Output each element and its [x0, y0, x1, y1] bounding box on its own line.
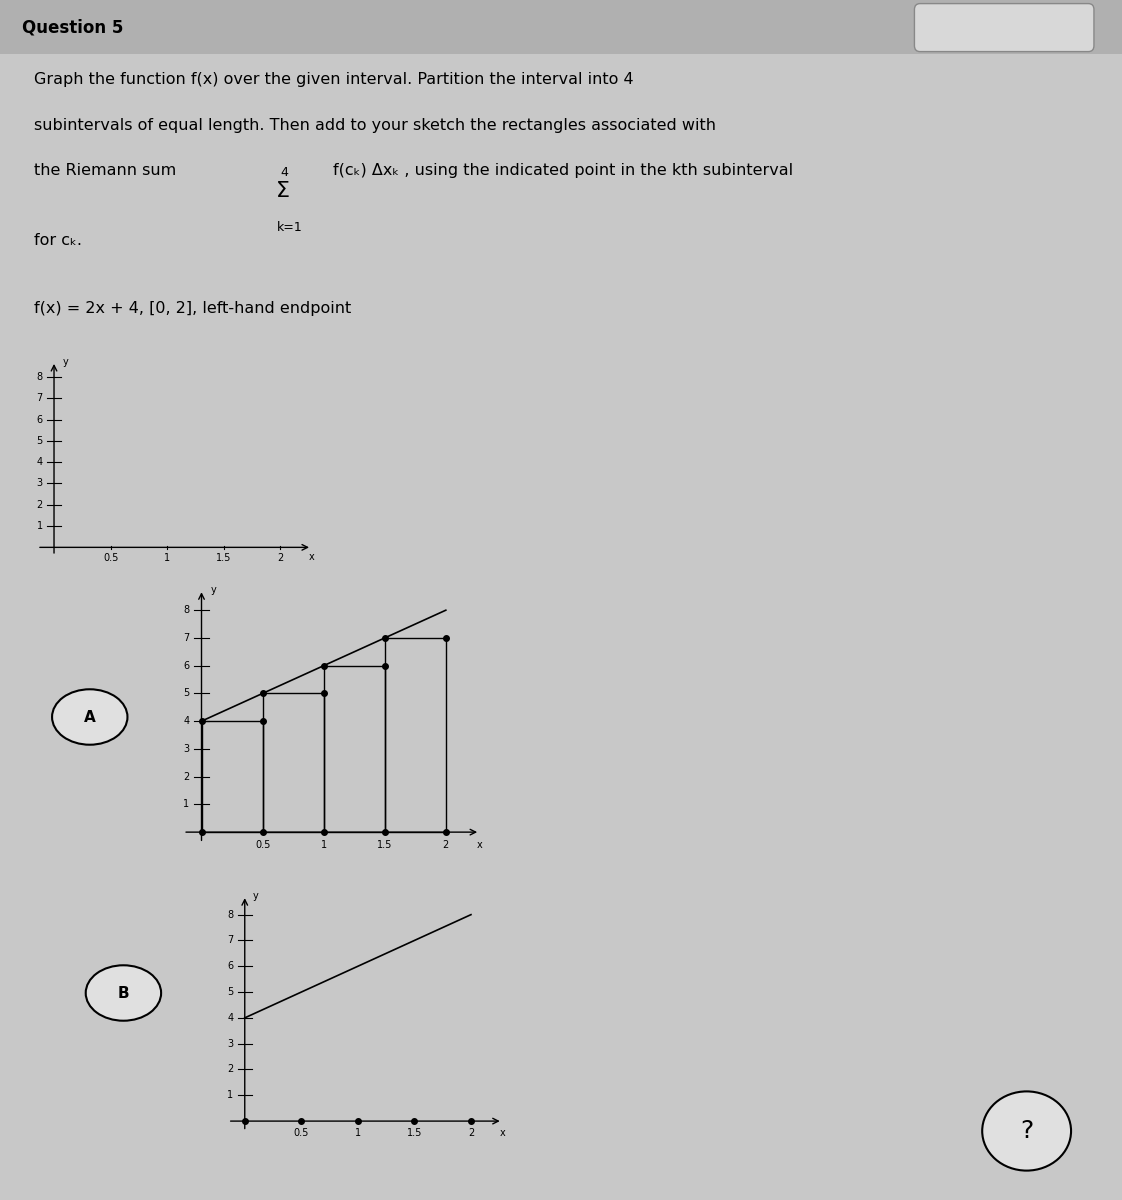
Text: y: y	[211, 586, 217, 595]
Text: k=1: k=1	[277, 221, 303, 234]
Text: 1.5: 1.5	[407, 1128, 422, 1139]
Text: y: y	[254, 892, 259, 901]
Text: 1: 1	[355, 1128, 361, 1139]
Bar	[263, 694, 323, 832]
Text: Question 5: Question 5	[22, 19, 123, 37]
Text: 5: 5	[36, 436, 43, 446]
Text: 2: 2	[183, 772, 190, 781]
Text: 1: 1	[164, 553, 171, 563]
Text: 6: 6	[228, 961, 233, 971]
Text: y: y	[63, 356, 68, 367]
Text: 0.5: 0.5	[255, 840, 270, 850]
Text: 4: 4	[280, 166, 288, 179]
Text: 4: 4	[228, 1013, 233, 1022]
Circle shape	[52, 689, 128, 745]
Text: 1: 1	[183, 799, 190, 809]
Text: 8: 8	[228, 910, 233, 919]
Text: ?: ?	[1020, 1118, 1033, 1142]
Text: 6: 6	[183, 661, 190, 671]
Bar	[0, 0, 1122, 54]
Text: 4: 4	[37, 457, 43, 467]
Text: f(x) = 2x + 4, [0, 2], left-hand endpoint: f(x) = 2x + 4, [0, 2], left-hand endpoin…	[34, 301, 351, 316]
Text: 1: 1	[321, 840, 327, 850]
Text: subintervals of equal length. Then add to your sketch the rectangles associated : subintervals of equal length. Then add t…	[34, 118, 716, 133]
Circle shape	[982, 1092, 1072, 1171]
Text: 3: 3	[183, 744, 190, 754]
Text: 2: 2	[227, 1064, 233, 1074]
Text: 7: 7	[36, 394, 43, 403]
FancyBboxPatch shape	[914, 4, 1094, 52]
Text: 1.5: 1.5	[377, 840, 393, 850]
Bar	[323, 666, 385, 832]
Text: 3: 3	[37, 479, 43, 488]
Text: x: x	[309, 552, 315, 562]
Text: for cₖ.: for cₖ.	[34, 233, 82, 248]
Bar	[202, 721, 263, 832]
Circle shape	[85, 965, 162, 1021]
Text: 3: 3	[228, 1039, 233, 1049]
Text: 5: 5	[183, 689, 190, 698]
Text: 6: 6	[37, 415, 43, 425]
Text: A: A	[84, 709, 95, 725]
Text: 2: 2	[36, 499, 43, 510]
Text: 2: 2	[443, 840, 449, 850]
Text: $\Sigma$: $\Sigma$	[275, 181, 289, 202]
Text: f(cₖ) Δxₖ , using the indicated point in the kth subinterval: f(cₖ) Δxₖ , using the indicated point in…	[333, 163, 793, 178]
Bar	[385, 638, 445, 832]
Text: Graph the function f(x) over the given interval. Partition the interval into 4: Graph the function f(x) over the given i…	[34, 72, 633, 86]
Text: 7: 7	[183, 632, 190, 643]
Text: 7: 7	[227, 936, 233, 946]
Text: 1: 1	[228, 1091, 233, 1100]
Text: 4: 4	[183, 716, 190, 726]
Text: the Riemann sum: the Riemann sum	[34, 163, 176, 178]
Text: 1.5: 1.5	[217, 553, 231, 563]
Text: 2: 2	[277, 553, 284, 563]
Text: 1: 1	[37, 521, 43, 532]
Text: x: x	[477, 840, 482, 850]
Text: 2: 2	[468, 1128, 475, 1139]
Text: 5: 5	[227, 988, 233, 997]
Text: 8: 8	[37, 372, 43, 382]
Text: 0.5: 0.5	[294, 1128, 309, 1139]
Text: x: x	[499, 1128, 506, 1138]
Text: B: B	[118, 985, 129, 1001]
Text: 0.5: 0.5	[103, 553, 118, 563]
Text: 8: 8	[183, 605, 190, 616]
